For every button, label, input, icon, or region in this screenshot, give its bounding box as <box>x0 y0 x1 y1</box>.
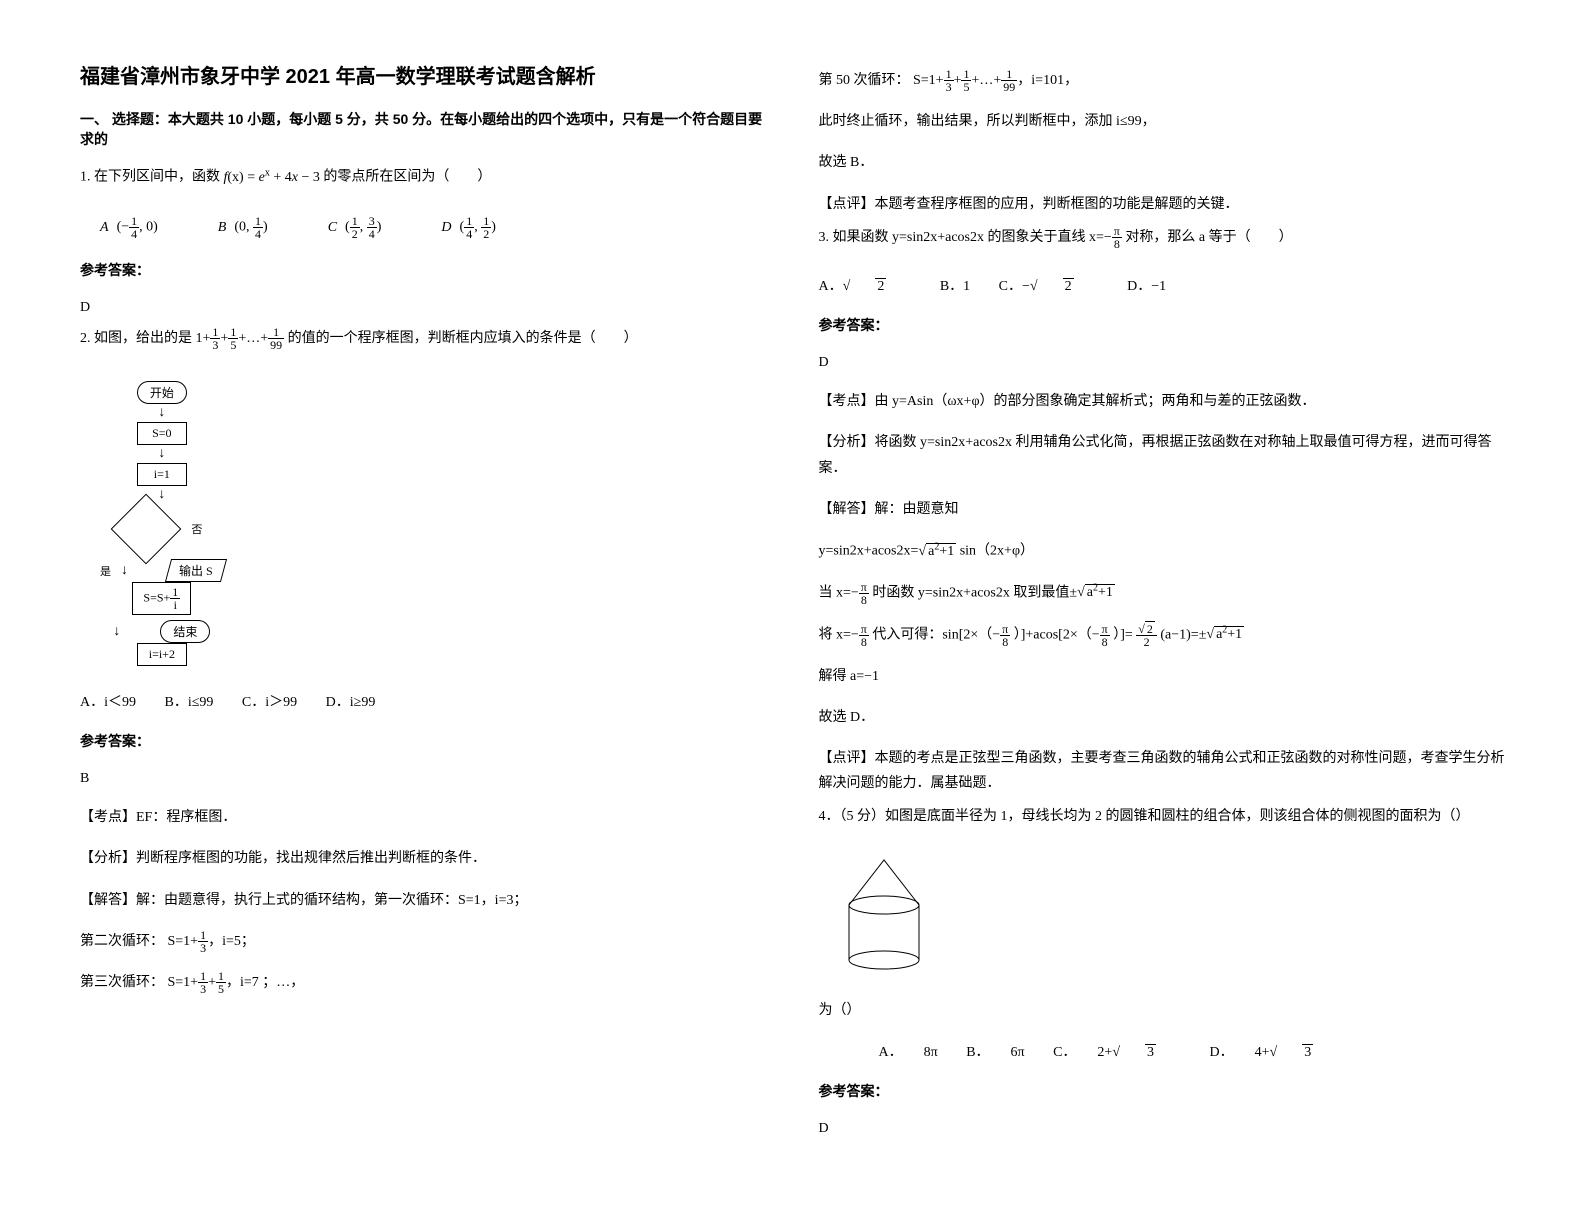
question-2: 2. 如图，给出的是 1+13+15+…+199 的值的一个程序框图，判断框内应… <box>80 326 769 351</box>
q3-eq3-mid2: ）]+acos[2×（ <box>1014 627 1092 642</box>
fc-output: 输出 S <box>165 559 227 582</box>
q3-eq2-pre: 当 <box>819 585 833 600</box>
q2-loop3: 第三次循环： S=1+13+15，i=7 ；…， <box>80 970 769 995</box>
answer-label: 参考答案： <box>80 731 769 751</box>
q1-suffix: 的零点所在区间为（ ） <box>323 170 491 185</box>
q3-opt-a: A．2 <box>819 279 912 294</box>
question-3: 3. 如果函数 y=sin2x+acos2x 的图象关于直线 x=−π8 对称，… <box>819 225 1508 250</box>
q2-answer: B <box>80 771 769 787</box>
q1-options: A(−14, 0) B(0, 14) C(12, 34) D(14, 12) <box>100 215 769 240</box>
q2-opt-c: C．i＞99 <box>242 695 297 710</box>
q3-mid: 对称，那么 a 等于（ ） <box>1125 230 1292 245</box>
q3-jd1: 【解答】解：由题意知 <box>819 497 1508 522</box>
q3-eq1: y=sin2x+acos2x=a2+1 sin（2x+φ） <box>819 538 1508 564</box>
cone-cylinder-svg <box>839 855 929 975</box>
q3-opt-d: D．−1 <box>1127 279 1166 294</box>
q4-opt-a: A． 8π <box>879 1045 938 1060</box>
q1-opt-a: A(−14, 0) <box>100 215 158 240</box>
q1-opt-d: D(14, 12) <box>441 215 495 240</box>
q3-eq3: 将 x=−π8 代入可得：sin[2×（−π8 ）]+acos[2×（−π8 ）… <box>819 622 1508 648</box>
q4-wei: 为（） <box>819 998 1508 1023</box>
q3-eq1-pre: y=sin2x+acos2x= <box>819 544 919 559</box>
fc-start: 开始 <box>137 381 187 404</box>
q2-loop3-pre: 第三次循环： <box>80 975 164 990</box>
left-column: 福建省漳州市象牙中学 2021 年高一数学理联考试题含解析 一、 选择题：本大题… <box>80 60 769 1147</box>
q2-opt-d: D．i≥99 <box>326 695 376 710</box>
q3-pre: 3. 如果函数 y=sin2x+acos2x 的图象关于直线 x=− <box>819 230 1112 245</box>
q3-eq1-suf: sin（2x+φ） <box>960 544 1034 559</box>
arrow-icon: ↓ <box>158 488 165 502</box>
q3-fx: 【分析】将函数 y=sin2x+acos2x 利用辅角公式化简，再根据正弦函数在… <box>819 430 1508 480</box>
q2-fenxi: 【分析】判断程序框图的功能，找出规律然后推出判断框的条件． <box>80 846 769 871</box>
q4-answer: D <box>819 1121 1508 1137</box>
q1-opt-b: B(0, 14) <box>218 215 268 240</box>
q2-term: 此时终止循环，输出结果，所以判断框中，添加 i≤99， <box>819 109 1508 134</box>
answer-label: 参考答案： <box>819 315 1508 335</box>
arrow-icon: ↓ <box>158 447 165 461</box>
page-title: 福建省漳州市象牙中学 2021 年高一数学理联考试题含解析 <box>80 60 769 89</box>
q2-loop2-pre: 第二次循环： <box>80 934 164 949</box>
q3-opt-c: C．−2 <box>999 279 1099 294</box>
q4-opt-b: B． 6π <box>966 1045 1024 1060</box>
q2-options: A．i＜99 B．i≤99 C．i＞99 D．i≥99 <box>80 691 769 711</box>
q3-kd: 【考点】由 y=Asin（ωx+φ）的部分图象确定其解析式；两角和与差的正弦函数… <box>819 389 1508 414</box>
q2-loop2-expr: S=1+13，i=5 <box>168 934 241 949</box>
fc-s0: S=0 <box>137 422 187 445</box>
arrow-icon: ↓ <box>158 406 165 420</box>
q4-options: A． 8π B． 6π C． 2+3 D． 4+3 <box>879 1041 1508 1061</box>
q3-eq2-mid: 时函数 y=sin2x+acos2x 取到最值± <box>872 585 1077 600</box>
q1-text: 1. 在下列区间中，函数 <box>80 170 220 185</box>
q3-res: 解得 a=−1 <box>819 664 1508 689</box>
q2-suffix: 的值的一个程序框图，判断框内应填入的条件是（ ） <box>288 331 638 346</box>
q1-func: f(x) = ex + 4x − 3 <box>224 170 320 185</box>
section-header: 一、 选择题：本大题共 10 小题，每小题 5 分，共 50 分。在每小题给出的… <box>80 109 769 149</box>
fc-end: 结束 <box>160 620 210 643</box>
fc-i1: i=1 <box>137 463 187 486</box>
answer-label: 参考答案： <box>819 1081 1508 1101</box>
answer-label: 参考答案： <box>80 260 769 280</box>
fc-no: 否 <box>191 521 202 537</box>
q3-eq3-pre: 将 <box>819 627 833 642</box>
q2-prefix: 2. 如图，给出的是 <box>80 331 192 346</box>
arrow-icon: ↓ <box>113 625 120 639</box>
q2-loop3-expr: S=1+13+15，i=7 <box>168 975 259 990</box>
question-1: 1. 在下列区间中，函数 f(x) = ex + 4x − 3 的零点所在区间为… <box>80 164 769 190</box>
q2-loop50-expr: S=1+13+15+…+199，i=101 <box>913 73 1064 88</box>
q3-options: A．2 B．1 C．−2 D．−1 <box>819 275 1508 295</box>
q3-opt-b: B．1 <box>940 279 970 294</box>
q2-dp: 【点评】本题考查程序框图的应用，判断框图的功能是解题的关键． <box>819 192 1508 217</box>
right-column: 第 50 次循环： S=1+13+15+…+199，i=101， 此时终止循环，… <box>819 60 1508 1147</box>
q3-dp: 【点评】本题的考点是正弦型三角函数，主要考查三角函数的辅角公式和正弦函数的对称性… <box>819 746 1508 796</box>
fc-inc: i=i+2 <box>137 643 187 666</box>
q2-expr: 1+13+15+…+199 <box>196 331 285 346</box>
q4-opt-d: D． 4+3 <box>1210 1045 1339 1060</box>
q3-eq2: 当 x=−π8 时函数 y=sin2x+acos2x 取到最值±a2+1 <box>819 580 1508 606</box>
q2-kaodian: 【考点】EF：程序框图． <box>80 805 769 830</box>
q3-eq3-mid1: 代入可得：sin[2×（ <box>872 627 992 642</box>
q1-answer: D <box>80 300 769 316</box>
q3-gx: 故选 D． <box>819 705 1508 730</box>
question-4: 4．（5 分）如图是底面半径为 1，母线长均为 2 的圆锥和圆柱的组合体，则该组… <box>819 804 1508 829</box>
q3-eq3-mid3: ）]= <box>1113 627 1133 642</box>
cone-cylinder-figure <box>839 855 1508 980</box>
q3-eq3-suf: (a−1)=± <box>1160 627 1206 642</box>
q2-loop50: 第 50 次循环： S=1+13+15+…+199，i=101， <box>819 68 1508 93</box>
q2-loop3-suf: ；…， <box>262 975 304 990</box>
fc-ss: S=S+1i <box>132 582 191 615</box>
q2-jieda: 【解答】解：由题意得，执行上式的循环结构，第一次循环：S=1，i=3； <box>80 888 769 913</box>
arrow-icon: ↓ <box>121 564 128 578</box>
q2-opt-a: A．i＜99 <box>80 695 136 710</box>
q1-opt-c: C(12, 34) <box>328 215 382 240</box>
q2-opt-b: B．i≤99 <box>165 695 214 710</box>
fc-yes: 是 <box>100 563 111 579</box>
fc-decision <box>111 494 182 565</box>
q2-gx: 故选 B． <box>819 150 1508 175</box>
q4-opt-c: C． 2+3 <box>1053 1045 1181 1060</box>
flowchart: 开始 ↓ S=0 ↓ i=1 ↓ 否 是 ↓ 输出 S <box>100 381 769 666</box>
q2-loop2: 第二次循环： S=1+13，i=5； <box>80 929 769 954</box>
q2-loop50-pre: 第 50 次循环： <box>819 73 910 88</box>
q3-answer: D <box>819 355 1508 371</box>
